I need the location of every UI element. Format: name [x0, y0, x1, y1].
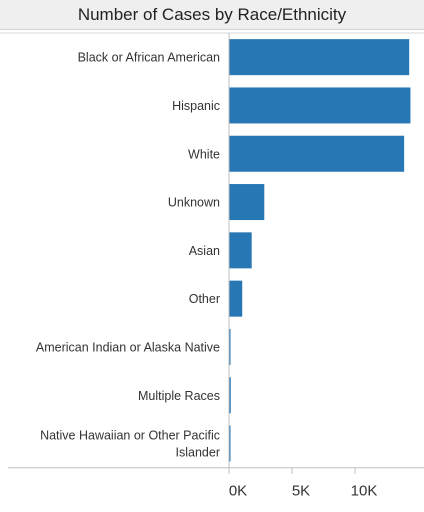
category-label: Native Hawaiian or Other Pacific Islander	[40, 429, 220, 460]
category-label: Hispanic	[172, 99, 220, 113]
category-label: Unknown	[168, 196, 220, 210]
category-label: White	[188, 147, 220, 161]
category-label: Black or African American	[78, 51, 220, 65]
bar[interactable]	[229, 39, 410, 76]
bar[interactable]	[229, 328, 231, 365]
bar[interactable]	[229, 87, 411, 124]
bar[interactable]	[229, 377, 231, 414]
bar[interactable]	[229, 135, 405, 172]
x-tick-label: 10K	[351, 483, 378, 500]
category-label: Asian	[189, 244, 220, 258]
chart-title: Number of Cases by Race/Ethnicity	[0, 0, 424, 30]
x-tick-label: 0K	[229, 483, 247, 500]
category-label: American Indian or Alaska Native	[36, 340, 220, 354]
bar[interactable]	[229, 280, 243, 317]
x-tick-label: 5K	[292, 483, 310, 500]
bar[interactable]	[229, 184, 265, 221]
bar[interactable]	[229, 425, 231, 462]
category-label: Multiple Races	[138, 389, 220, 403]
bar[interactable]	[229, 232, 252, 269]
category-label: Other	[189, 292, 220, 306]
